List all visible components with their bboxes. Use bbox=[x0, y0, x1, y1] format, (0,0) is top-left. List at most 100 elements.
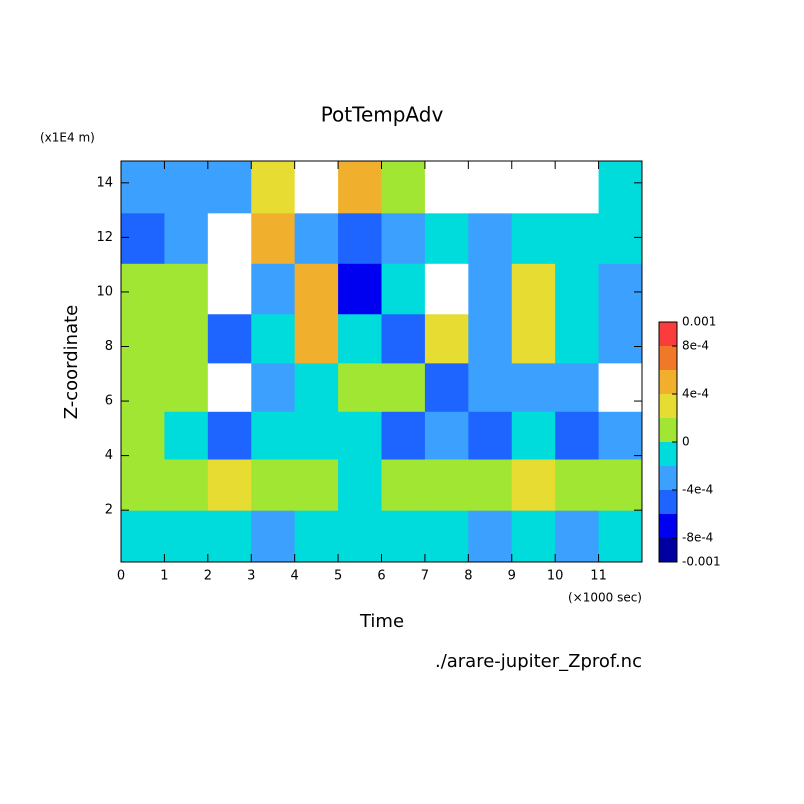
contour-cell bbox=[294, 411, 339, 460]
contour-cell bbox=[381, 161, 426, 214]
colorbar-segment bbox=[659, 442, 677, 466]
contour-cell bbox=[381, 362, 426, 412]
x-tick-label: 11 bbox=[590, 569, 607, 584]
contour-cell bbox=[121, 411, 165, 460]
contour-cell bbox=[251, 313, 296, 364]
contour-cell bbox=[338, 212, 382, 264]
contour-cell bbox=[381, 263, 426, 315]
contour-cell bbox=[207, 212, 252, 264]
contour-cell bbox=[555, 510, 600, 563]
contour-cell bbox=[207, 510, 252, 563]
contour-cell bbox=[294, 313, 339, 364]
contour-cell bbox=[164, 510, 209, 563]
contour-cell bbox=[424, 263, 469, 315]
contour-cell bbox=[121, 263, 165, 315]
contour-cell bbox=[555, 263, 600, 315]
contour-cell bbox=[598, 459, 643, 511]
contour-cell bbox=[598, 510, 643, 563]
contour-cell bbox=[424, 362, 469, 412]
colorbar-segment bbox=[659, 490, 677, 514]
contour-cell bbox=[164, 212, 209, 264]
chart-title: PotTempAdv bbox=[321, 103, 444, 127]
contour-cell bbox=[251, 459, 296, 511]
colorbar-tick-label: -8e-4 bbox=[682, 531, 713, 545]
colorbar-tick-label: -0.001 bbox=[682, 555, 721, 569]
y-axis-label: Z-coordinate bbox=[61, 305, 82, 420]
x-tick-label: 0 bbox=[117, 569, 125, 584]
x-tick-label: 8 bbox=[464, 569, 472, 584]
contour-cell bbox=[338, 161, 382, 214]
colorbar-tick-label: -4e-4 bbox=[682, 483, 713, 497]
x-tick-label: 3 bbox=[247, 569, 255, 584]
contour-cell bbox=[468, 313, 513, 364]
contour-cell bbox=[164, 459, 209, 511]
y-tick-label: 10 bbox=[96, 284, 113, 299]
contour-cell bbox=[555, 459, 600, 511]
contour-cell bbox=[598, 362, 643, 412]
contour-cell bbox=[251, 263, 296, 315]
y-tick-label: 12 bbox=[96, 230, 113, 245]
contour-cell bbox=[555, 212, 600, 264]
contour-cell bbox=[468, 263, 513, 315]
contour-cell bbox=[338, 362, 382, 412]
colorbar-tick-label: 0 bbox=[682, 435, 690, 449]
contour-cell bbox=[164, 362, 209, 412]
contour-cell bbox=[511, 212, 556, 264]
colorbar-tick-label: 4e-4 bbox=[682, 387, 709, 401]
contour-cell bbox=[381, 510, 426, 563]
contour-cell bbox=[121, 161, 165, 214]
contour-cell bbox=[598, 263, 643, 315]
contour-cell bbox=[424, 161, 469, 214]
colorbar-segment bbox=[659, 418, 677, 442]
y-tick-label: 6 bbox=[105, 394, 113, 409]
contour-cell bbox=[381, 212, 426, 264]
colorbar-segment bbox=[659, 394, 677, 418]
contour-cell bbox=[207, 459, 252, 511]
contour-cell bbox=[251, 362, 296, 412]
contour-cell bbox=[121, 510, 165, 563]
contour-cell bbox=[381, 313, 426, 364]
contour-cell bbox=[207, 161, 252, 214]
contour-cell bbox=[598, 313, 643, 364]
contour-cell bbox=[338, 411, 382, 460]
contour-cell bbox=[468, 161, 513, 214]
contour-cell bbox=[164, 313, 209, 364]
contour-cell bbox=[424, 212, 469, 264]
x-tick-label: 10 bbox=[547, 569, 564, 584]
contour-cell bbox=[338, 263, 382, 315]
source-file: ./arare-jupiter_Zprof.nc bbox=[435, 651, 642, 672]
contour-cell bbox=[555, 411, 600, 460]
x-unit: (×1000 sec) bbox=[568, 591, 642, 605]
contour-cell bbox=[164, 161, 209, 214]
x-tick-label: 4 bbox=[291, 569, 299, 584]
contour-cell bbox=[511, 313, 556, 364]
contour-cell bbox=[598, 212, 643, 264]
contour-cell bbox=[294, 161, 339, 214]
colorbar-segment bbox=[659, 370, 677, 394]
colorbar-tick-label: 0.001 bbox=[682, 315, 716, 329]
contour-cell bbox=[294, 362, 339, 412]
contour-cell bbox=[121, 212, 165, 264]
contour-cell bbox=[468, 212, 513, 264]
contour-cell bbox=[251, 411, 296, 460]
contour-cell bbox=[294, 263, 339, 315]
colorbar-segment bbox=[659, 514, 677, 538]
colorbar-segment bbox=[659, 466, 677, 490]
contour-cell bbox=[251, 212, 296, 264]
x-tick-label: 5 bbox=[334, 569, 342, 584]
contour-cell bbox=[468, 362, 513, 412]
contour-cell bbox=[511, 161, 556, 214]
contour-cell bbox=[338, 510, 382, 563]
y-tick-label: 8 bbox=[105, 339, 113, 354]
contour-cell bbox=[294, 212, 339, 264]
contour-cell bbox=[164, 263, 209, 315]
contour-cell bbox=[164, 411, 209, 460]
contour-cell bbox=[294, 510, 339, 563]
contour-cell bbox=[381, 411, 426, 460]
colorbar-tick-label: 8e-4 bbox=[682, 339, 709, 353]
contour-cell bbox=[511, 362, 556, 412]
x-tick-label: 2 bbox=[204, 569, 212, 584]
x-axis-label: Time bbox=[359, 611, 404, 632]
contour-cell bbox=[251, 510, 296, 563]
